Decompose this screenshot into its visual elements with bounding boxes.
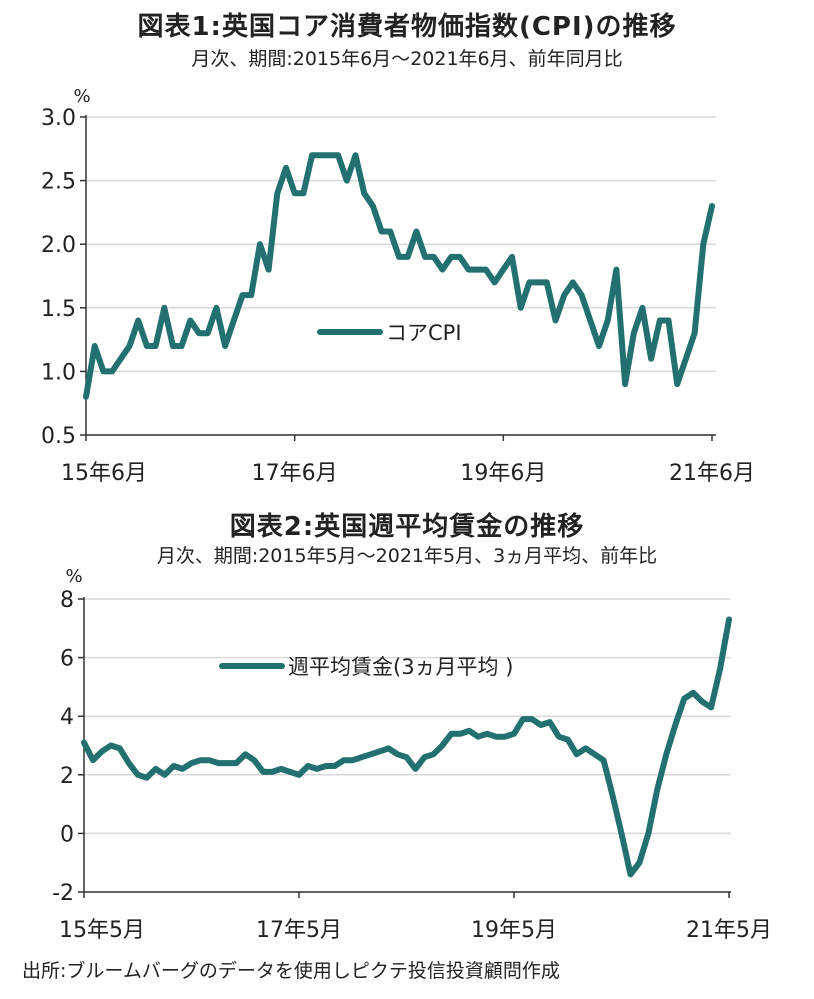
chart1-axes [85,115,716,436]
chart2-y-tick-labels: -2 0 2 4 6 8 [52,588,84,906]
x-tick-label: 19年6月 [460,461,546,486]
chart1-legend: コアCPI [317,321,462,345]
y-tick-label: 4 [60,705,74,730]
chart1-title: 図表1:英国コア消費者物価指数(CPI)の推移 [137,12,677,42]
x-tick-label: 17年5月 [256,918,342,943]
cpi-line-chart: 0.51.01.52.02.53.0 15年6月 17年6月 19年6月 21年6月 … [41,86,755,486]
chart1-gridlines [86,116,716,436]
x-tick-label: 19年5月 [471,918,557,943]
y-tick-label: 3.0 [41,106,76,131]
y-tick-label: 0.5 [41,424,76,449]
chart2-axes [83,597,731,893]
y-tick-label: 1.0 [41,360,76,385]
chart2-unit-label: % [65,566,82,587]
chart1-x-tick-labels: 15年6月 17年6月 19年6月 21年6月 [61,435,755,486]
chart1-subtitle: 月次、期間:2015年6月～2021年6月、前年同月比 [191,48,623,70]
chart2-legend-label: 週平均賃金(3ヵ月平均 ) [288,655,513,679]
y-tick-label: 2.0 [41,233,76,258]
x-tick-label: 21年5月 [686,918,772,943]
y-tick-label: -2 [52,881,74,906]
x-tick-label: 17年6月 [252,461,338,486]
wage-line-chart: -2 0 2 4 6 8 15年5月 17年5月 19年5月 21年5月 % 週平均賃金(3ヵ月… [52,566,772,943]
chart2-title: 図表2:英国週平均賃金の推移 [229,512,585,542]
y-tick-label: 2 [60,764,74,789]
chart2-x-tick-labels: 15年5月 17年5月 19年5月 21年5月 [59,892,772,943]
cpi-series-line [83,152,715,400]
y-tick-label: 1.5 [41,297,76,322]
chart1-unit-label: % [73,86,90,107]
chart2-subtitle: 月次、期間:2015年5月～2021年5月、3ヵ月平均、前年比 [156,545,658,567]
source-note: 出所:ブルームバーグのデータを使用しピクテ投信投資顧問作成 [22,960,560,982]
chart1-legend-label: コアCPI [386,321,462,345]
x-tick-label: 15年6月 [61,461,147,486]
y-tick-label: 0 [60,822,74,847]
chart2-legend: 週平均賃金(3ヵ月平均 ) [219,655,513,679]
chart1-y-tick-labels: 0.5 1.0 1.5 2.0 2.5 3.0 [41,106,86,449]
x-tick-label: 15年5月 [59,918,145,943]
wage-series-line [81,616,732,878]
x-tick-label: 21年6月 [669,461,755,486]
y-tick-label: 6 [60,647,74,672]
y-tick-label: 2.5 [41,170,76,195]
y-tick-label: 8 [60,588,74,613]
chart2-gridlines [84,598,731,893]
